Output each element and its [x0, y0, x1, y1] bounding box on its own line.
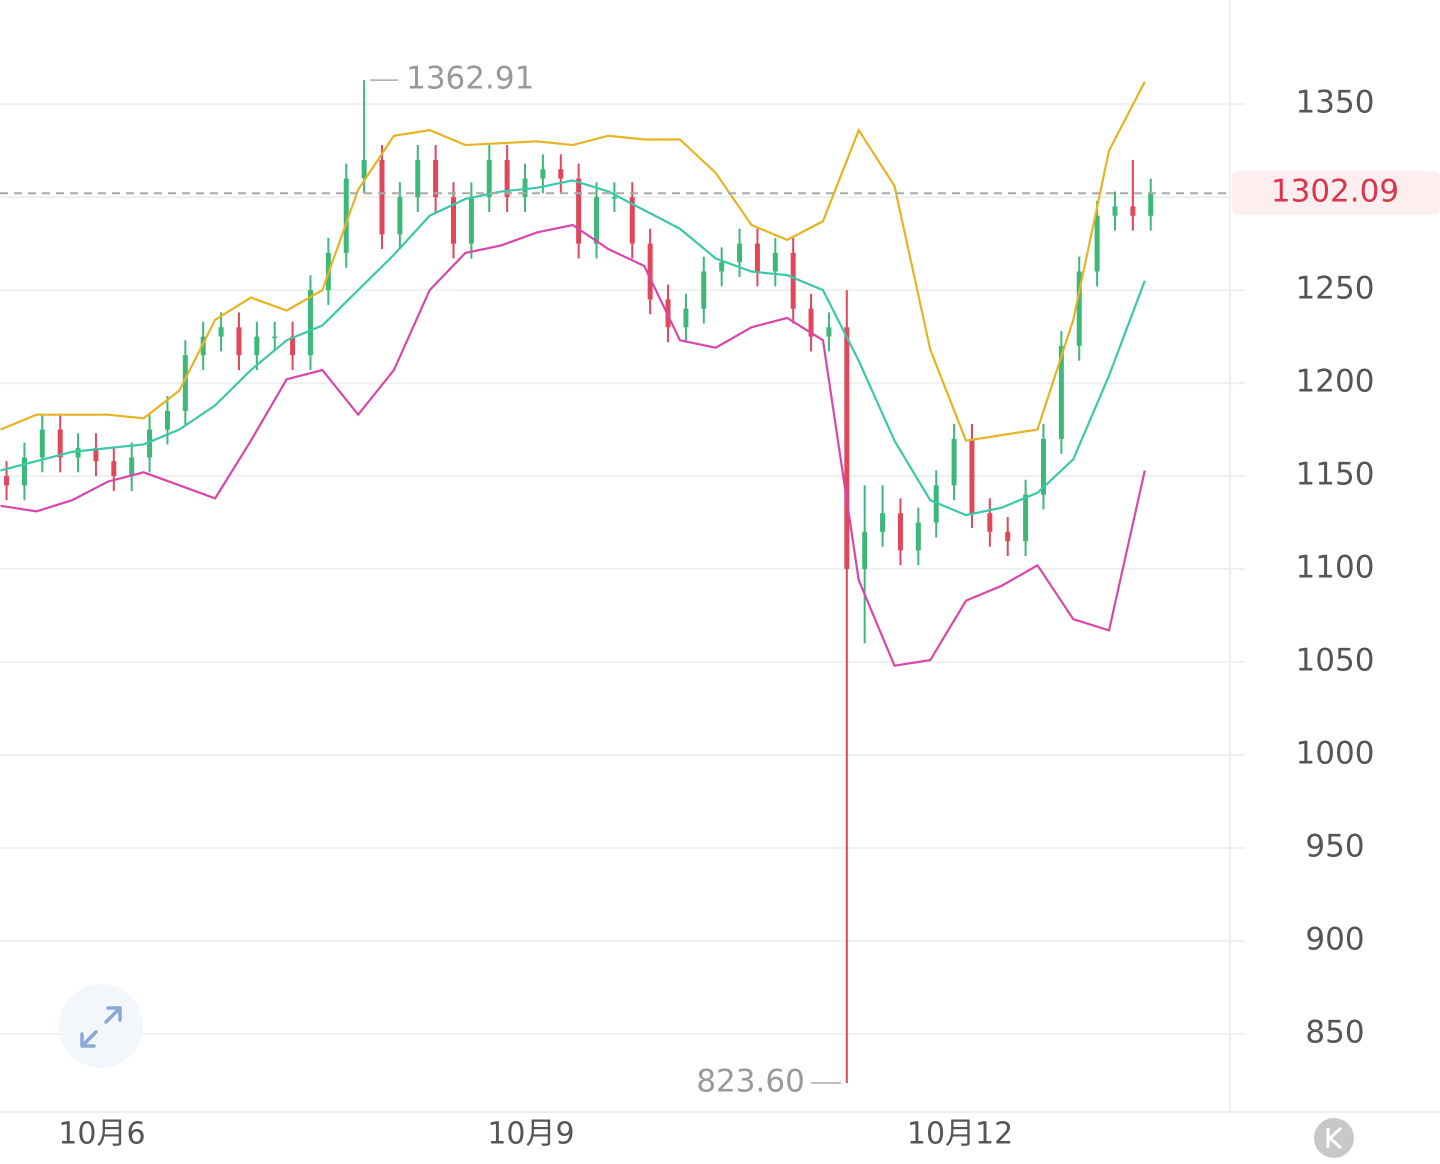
x-tick-label: 10月6 [58, 1117, 145, 1152]
candle-body [844, 327, 850, 570]
candle-body [880, 513, 886, 532]
candle-body [361, 159, 367, 179]
candle-body [21, 457, 27, 486]
y-tick-label: 1150 [1296, 457, 1375, 493]
candle-body [379, 159, 385, 235]
y-tick-label: 950 [1305, 828, 1364, 864]
candle-body [1023, 494, 1029, 542]
candle-body [915, 522, 921, 551]
y-tick-label: 1000 [1296, 735, 1375, 771]
candle-body [611, 197, 617, 199]
candle-body [290, 336, 296, 356]
candle-body [987, 513, 993, 532]
candle-body [39, 429, 45, 458]
candle-body [826, 327, 832, 337]
candle-body [468, 197, 474, 244]
candle-body [236, 327, 242, 356]
x-tick-label: 10月9 [487, 1117, 574, 1152]
candle-body [1040, 438, 1046, 495]
y-tick-label: 1050 [1296, 642, 1375, 678]
candle-body [93, 448, 99, 462]
candle-body [701, 271, 707, 309]
candle-body [719, 262, 725, 272]
candle-body [772, 252, 778, 272]
candle-body [307, 290, 313, 356]
candle-body [111, 461, 117, 477]
candle-body [272, 336, 278, 339]
candle-body [486, 159, 492, 198]
last-price-box [1232, 171, 1440, 216]
y-tick-label: 1100 [1296, 550, 1375, 586]
candle-body [451, 197, 457, 244]
candle-body [540, 169, 546, 179]
candle-body [969, 438, 975, 514]
expand-button[interactable] [59, 984, 143, 1068]
candle-body [218, 327, 224, 337]
band-line [0, 81, 1146, 442]
candle-body [862, 531, 868, 570]
candle-body [182, 355, 188, 411]
y-tick-label: 1250 [1296, 271, 1375, 307]
candle-body [1058, 345, 1064, 439]
candle-body [1076, 271, 1082, 346]
y-tick-label: 1200 [1296, 364, 1375, 400]
y-tick-label: 1350 [1296, 85, 1375, 121]
candle-body [629, 197, 635, 244]
y-tick-label: 900 [1305, 921, 1364, 957]
candle-body [1112, 206, 1118, 216]
candle-body [737, 243, 743, 263]
candle-body [1094, 215, 1100, 272]
candle-body [594, 197, 600, 244]
candle-body [415, 159, 421, 198]
candle-body [129, 457, 135, 477]
candle-body [75, 448, 81, 458]
band-line [0, 223, 1146, 667]
candle-body [4, 476, 10, 486]
y-tick-label: 850 [1305, 1014, 1364, 1050]
candle-body [504, 159, 510, 198]
candle-body [57, 429, 63, 458]
candle-body [1005, 531, 1011, 542]
candle-body [1148, 193, 1154, 216]
high-label: 1362.91 [406, 61, 534, 97]
x-tick-label: 10月12 [907, 1117, 1013, 1152]
candle-body [254, 336, 260, 356]
candle-body [951, 438, 957, 486]
candle-body [576, 178, 582, 244]
candle-body [933, 485, 939, 523]
candle-body [433, 159, 439, 198]
candle-body [1130, 206, 1136, 216]
candle-body [754, 243, 760, 272]
last-price-label: 1302.09 [1271, 174, 1399, 210]
candle-body [397, 197, 403, 235]
candle-body [164, 410, 170, 430]
candle-body [647, 243, 653, 300]
k-button[interactable] [1314, 1118, 1354, 1158]
candle-body [790, 252, 796, 309]
candle-body [200, 336, 206, 356]
candle-body [683, 308, 689, 328]
candle-body [343, 178, 349, 253]
candle-body [897, 513, 903, 551]
candle-body [558, 169, 564, 179]
candle-body [522, 178, 528, 198]
band-line [0, 179, 1146, 517]
candle-body [808, 308, 814, 337]
candle-body [147, 429, 153, 458]
low-label: 823.60 [696, 1063, 804, 1099]
